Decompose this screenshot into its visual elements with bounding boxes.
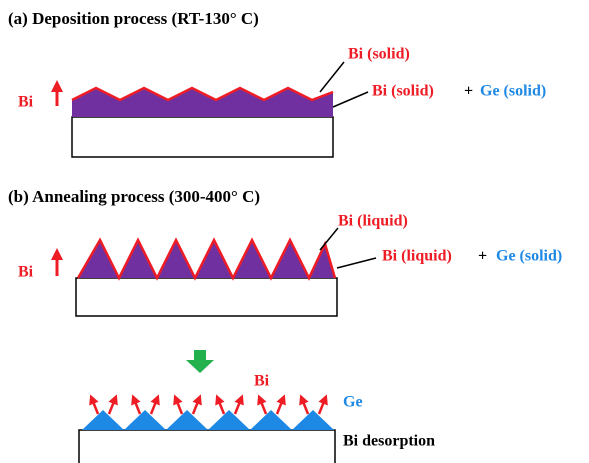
- down-arrow: [186, 350, 214, 373]
- leader: [333, 92, 368, 107]
- substrate: [72, 117, 333, 157]
- ge-label: Ge: [343, 394, 363, 411]
- ge-islands: [82, 410, 334, 430]
- panel-b-title: (b) Annealing process (300-400° C): [8, 187, 260, 206]
- label-plus: +: [464, 83, 473, 100]
- leader: [320, 62, 344, 92]
- side-label: Bi: [18, 94, 34, 111]
- side-label: Bi: [18, 264, 34, 281]
- label-ge: Ge (solid): [480, 83, 546, 100]
- bi-label: Bi: [254, 373, 270, 390]
- caption: Bi desorption: [343, 433, 435, 450]
- label-bi: Bi (liquid): [382, 248, 452, 265]
- leader: [320, 228, 338, 250]
- diagram: (a) Deposition process (RT-130° C) Bi Bi…: [0, 0, 589, 463]
- leader: [337, 258, 376, 268]
- substrate: [76, 278, 337, 316]
- panel-a-title: (a) Deposition process (RT-130° C): [8, 9, 259, 28]
- label-bi: Bi (solid): [372, 83, 434, 100]
- desorption-arrows: [92, 399, 325, 414]
- label-top: Bi (solid): [348, 46, 410, 63]
- substrate: [79, 430, 335, 463]
- label-ge: Ge (solid): [496, 248, 562, 265]
- label-plus: +: [478, 248, 487, 265]
- label-top: Bi (liquid): [338, 213, 408, 230]
